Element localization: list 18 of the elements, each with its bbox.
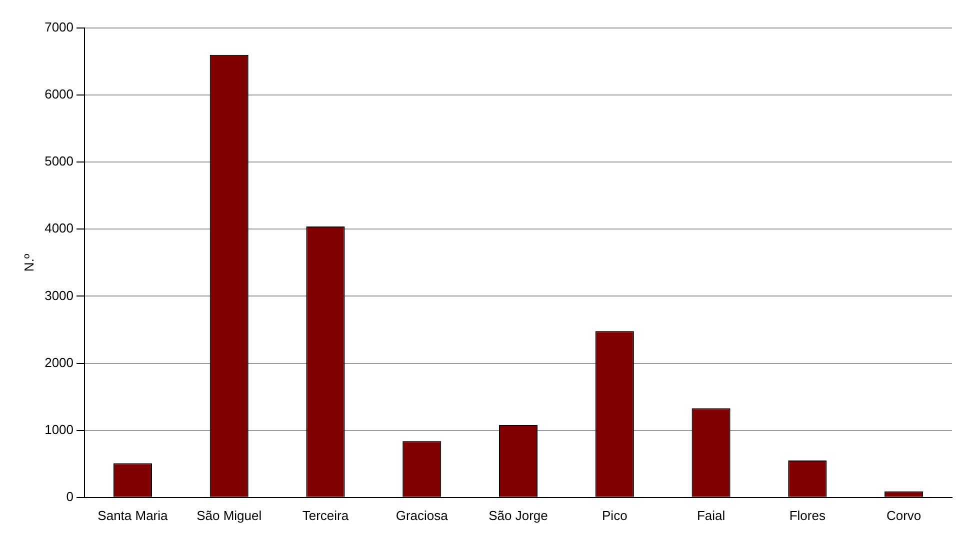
x-tick-label: Flores: [789, 508, 826, 523]
y-tick-label: 5000: [44, 154, 74, 169]
y-axis-title: N.º: [21, 254, 36, 272]
x-tick-label: Faial: [696, 508, 726, 523]
x-tick-label: São Jorge: [488, 508, 548, 523]
x-tick-label: Corvo: [886, 508, 922, 523]
x-tick-label: São Miguel: [196, 508, 262, 523]
y-tick-label: 0: [66, 488, 74, 504]
y-tick-label: 4000: [44, 220, 74, 236]
x-tick-label: Graciosa: [396, 508, 449, 523]
x-tick-label: Terceira: [302, 508, 350, 523]
x-tick-label: Pico: [602, 508, 628, 523]
y-tick-label: 2000: [44, 354, 74, 370]
x-tick-label: Santa Maria: [98, 508, 169, 523]
y-tick-label: 6000: [44, 86, 74, 102]
y-tick-label: 3000: [44, 288, 74, 303]
y-tick-label: 1000: [44, 422, 74, 437]
y-tick-label: 7000: [44, 20, 74, 35]
